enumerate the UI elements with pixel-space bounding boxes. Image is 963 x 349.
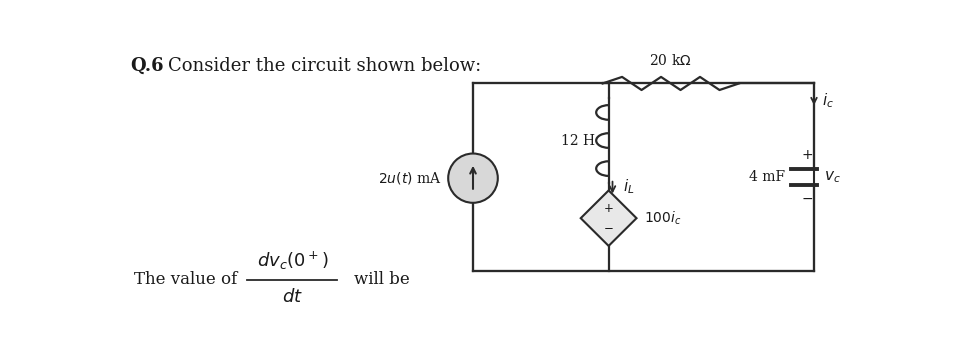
Polygon shape [581,191,637,246]
Text: The value of: The value of [134,271,238,288]
Text: will be: will be [354,271,410,288]
Circle shape [448,154,498,203]
Text: −: − [801,192,813,206]
Text: $dv_c(0^+)$: $dv_c(0^+)$ [256,250,328,273]
Text: +: + [604,202,613,215]
Text: $2u(t)$ mA: $2u(t)$ mA [378,170,442,186]
Bar [473,83,814,270]
Text: 12 H: 12 H [560,134,595,148]
Text: $i_c$: $i_c$ [821,91,834,110]
Text: −: − [604,222,613,235]
Text: Consider the circuit shown below:: Consider the circuit shown below: [169,57,482,74]
Text: Q.6: Q.6 [130,57,164,74]
Text: $i_L$: $i_L$ [622,177,634,196]
Text: 4 mF: 4 mF [749,170,785,184]
Text: +: + [801,148,813,162]
Text: $v_c$: $v_c$ [824,169,841,185]
Text: $dt$: $dt$ [282,288,303,306]
Text: $100i_c$: $100i_c$ [644,209,682,227]
Text: 20 k$\Omega$: 20 k$\Omega$ [649,53,692,68]
